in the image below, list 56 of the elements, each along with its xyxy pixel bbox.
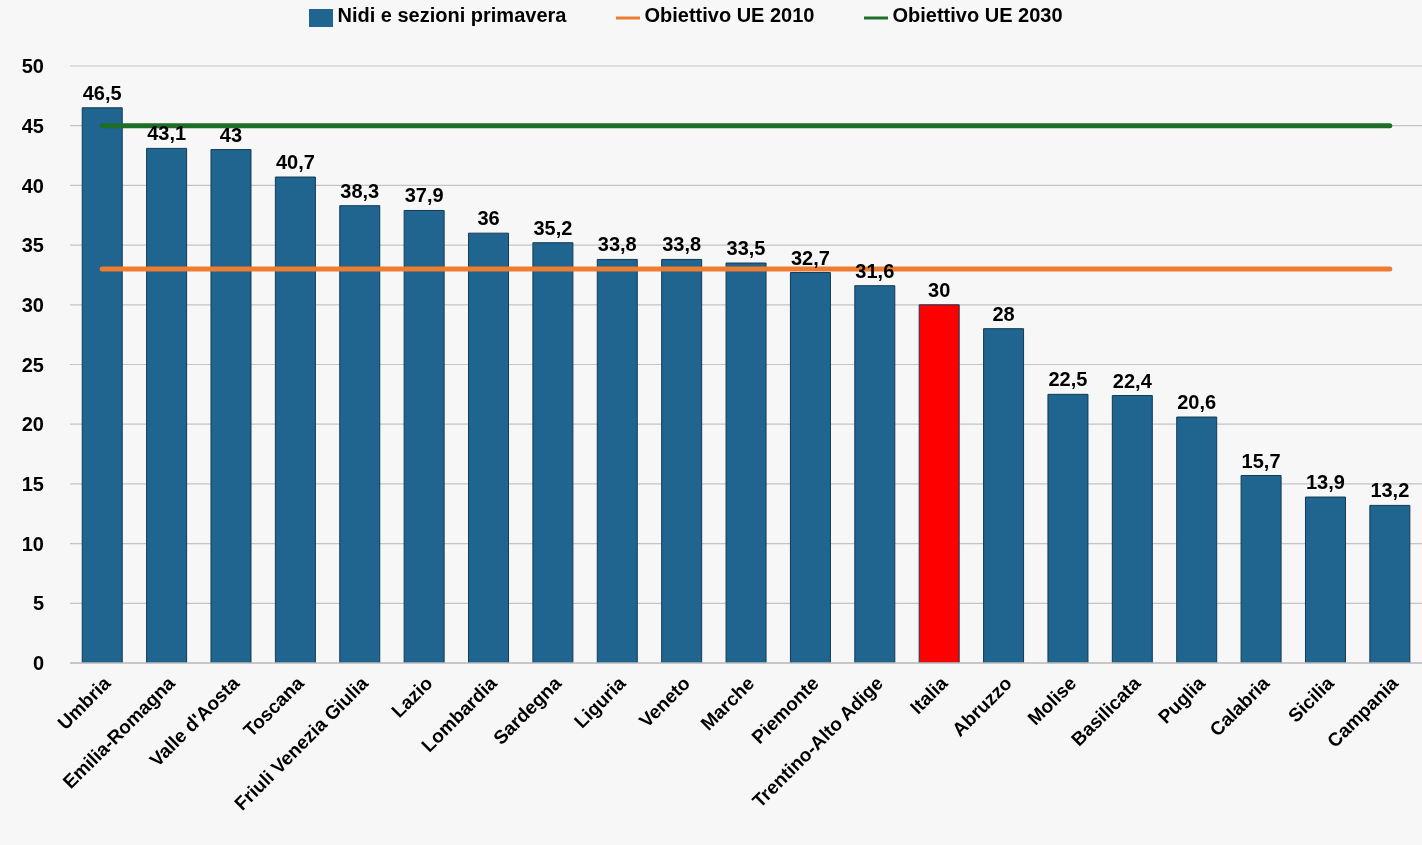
y-tick-label: 25 [21,353,44,376]
bar [339,205,381,663]
bar [1369,504,1411,663]
data-label: 30 [928,278,951,301]
data-label: 13,9 [1306,471,1345,494]
data-label: 38,3 [340,179,380,202]
data-label: 32,7 [790,246,830,269]
y-tick-label: 50 [21,55,44,78]
bar [274,176,316,663]
data-label: 22,5 [1048,368,1088,391]
bar [146,147,188,663]
bar [403,209,445,663]
bar [789,272,831,663]
y-tick-label: 5 [32,592,44,615]
bar [661,258,703,663]
data-label: 33,5 [726,237,766,260]
data-label: 22,4 [1112,369,1153,392]
bar [854,285,896,663]
data-label: 40,7 [275,151,315,174]
data-label: 15,7 [1241,449,1281,472]
bar [532,242,574,663]
data-label: 35,2 [533,216,573,239]
bar [918,304,960,663]
bar [1047,393,1089,663]
bar [596,258,638,663]
data-label: 28 [992,302,1015,325]
bar [1176,416,1218,663]
y-tick-label: 20 [21,413,44,436]
bar [1240,475,1282,663]
y-tick-label: 40 [21,174,44,197]
bar [1304,496,1346,663]
y-tick-label: 35 [21,234,44,257]
data-label: 36 [477,207,500,230]
bar [210,149,252,663]
bar [725,262,767,663]
legend-label: Obiettivo UE 2010 [644,4,815,26]
data-label: 20,6 [1177,391,1217,414]
data-label: 37,9 [404,184,444,207]
data-label: 46,5 [82,81,122,104]
data-label: 33,8 [662,233,702,256]
y-tick-label: 10 [21,532,44,555]
bar [1111,395,1153,663]
data-label: 13,2 [1370,479,1410,502]
bar [81,107,123,663]
y-tick-label: 0 [32,652,44,675]
bar [468,232,510,663]
legend-label: Obiettivo UE 2030 [892,4,1063,26]
data-label: 43 [219,123,243,146]
data-label: 31,6 [855,259,895,282]
y-tick-label: 30 [21,293,44,316]
bar [983,328,1025,663]
data-label: 33,8 [597,233,637,256]
y-tick-label: 15 [21,473,44,495]
data-label: 43,1 [147,122,187,145]
legend-label: Nidi e sezioni primavera [337,4,567,26]
y-tick-label: 45 [21,114,44,137]
